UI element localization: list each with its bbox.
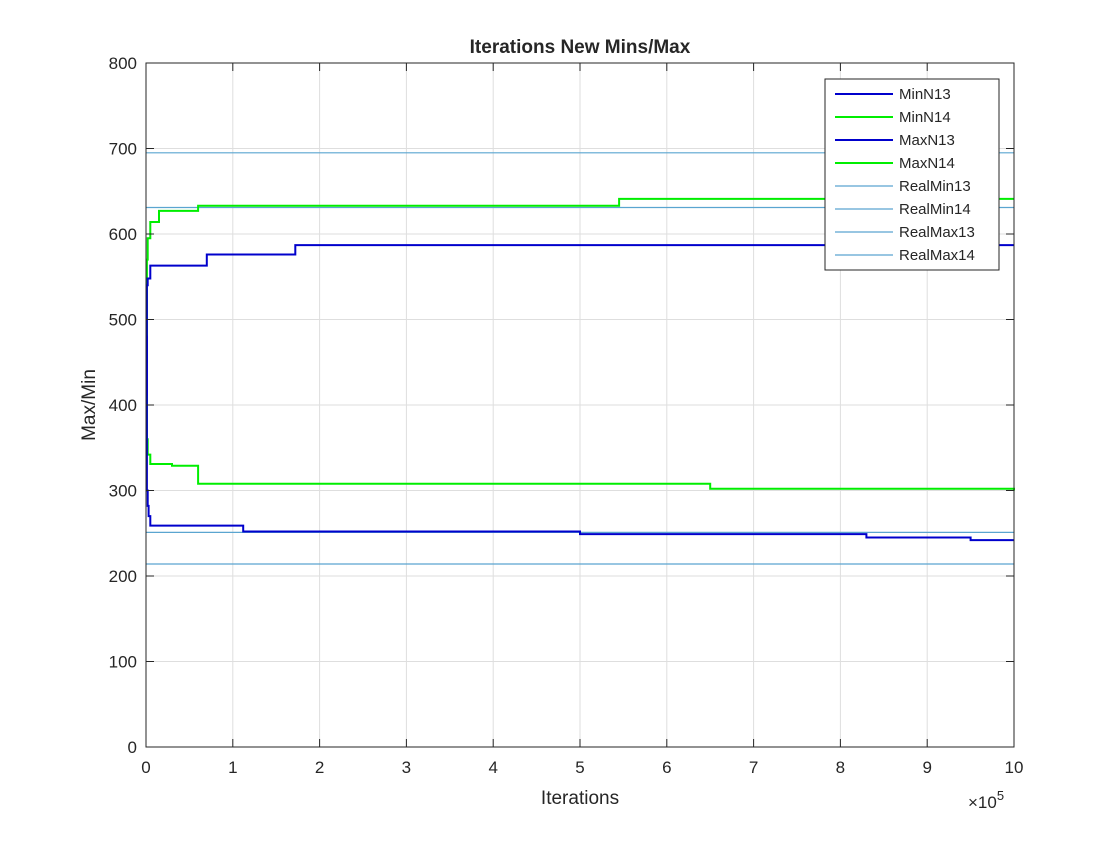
- x-axis-title: Iterations: [541, 788, 619, 809]
- legend-label-minn13: MinN13: [899, 86, 951, 103]
- x-tick-label: 9: [922, 758, 931, 777]
- x-tick-label: 4: [488, 758, 497, 777]
- y-tick-label: 100: [109, 653, 137, 672]
- x-multiplier-exponent: 5: [997, 788, 1004, 803]
- x-tick-label: 0: [141, 758, 150, 777]
- y-tick-label: 700: [109, 140, 137, 159]
- y-tick-label: 600: [109, 225, 137, 244]
- y-tick-label: 300: [109, 482, 137, 501]
- legend-items: MinN13 MinN14 MaxN13 MaxN14 RealMin13 RealMin…: [835, 86, 975, 264]
- legend-label-realmin14: RealMin14: [899, 201, 971, 218]
- ticks: [145, 62, 1015, 748]
- x-tick-label: 8: [836, 758, 845, 777]
- y-axis-title: Max/Min: [79, 369, 100, 441]
- legend-label-realmax13: RealMax13: [899, 224, 975, 241]
- chart-title: Iterations New Mins/Max: [470, 37, 691, 58]
- y-tick-label: 200: [109, 567, 137, 586]
- legend-label-maxn14: MaxN14: [899, 155, 955, 172]
- x-multiplier-label: ×105: [968, 788, 1004, 812]
- x-tick-label: 5: [575, 758, 584, 777]
- y-tick-label: 800: [109, 54, 137, 73]
- legend-box: [824, 78, 1000, 271]
- series-line-maxn14: [145, 197, 1014, 364]
- legend-label-realmin13: RealMin13: [899, 178, 971, 195]
- x-tick-label: 10: [1005, 758, 1024, 777]
- x-multiplier-base: ×10: [968, 793, 997, 812]
- x-tick-label: 6: [662, 758, 671, 777]
- x-tick-label: 3: [402, 758, 411, 777]
- x-tick-label: 7: [749, 758, 758, 777]
- series-line-maxn13: [145, 244, 1014, 406]
- legend-label-minn14: MinN14: [899, 109, 951, 126]
- x-tick-label: 2: [315, 758, 324, 777]
- legend: MinN13 MinN14 MaxN13 MaxN14 RealMin13 RealMin…: [824, 78, 1000, 271]
- y-tick-label: 0: [128, 738, 137, 757]
- legend-label-maxn13: MaxN13: [899, 132, 955, 149]
- legend-label-realmax14: RealMax14: [899, 247, 975, 264]
- y-tick-label: 400: [109, 396, 137, 415]
- x-tick-label: 1: [228, 758, 237, 777]
- y-tick-label: 500: [109, 311, 137, 330]
